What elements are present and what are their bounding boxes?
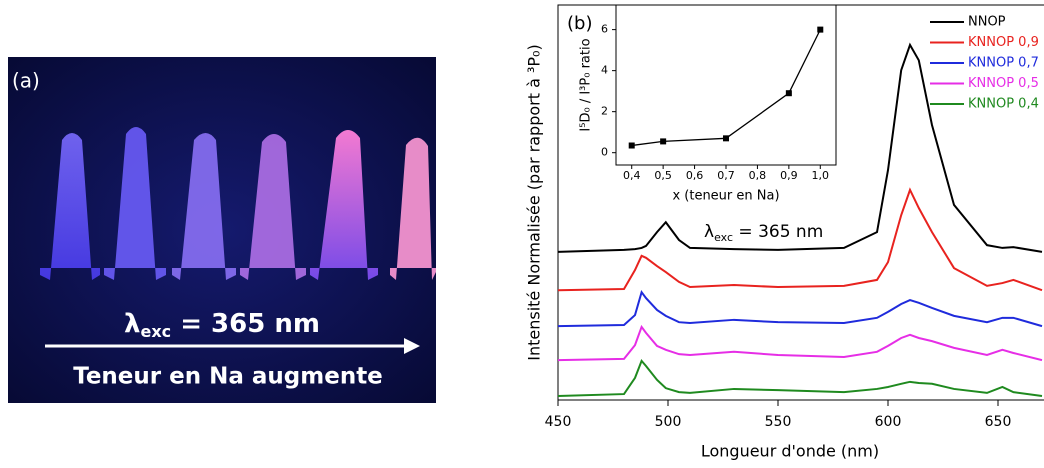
x-axis-label: Longueur d'onde (nm) (701, 442, 879, 461)
arrow-head (404, 338, 420, 354)
photo-panel: (a) λexc = 365 nm Teneur en Na augmente (8, 57, 436, 403)
lambda-symbol: λ (704, 222, 714, 242)
x-tick-label: 0,9 (780, 169, 798, 182)
x-tick-label: 550 (765, 414, 792, 430)
series-line (557, 324, 1043, 362)
data-point (628, 142, 635, 149)
x-tick-label: 650 (985, 414, 1012, 430)
legend-label: KNNOP 0,7 (968, 56, 1039, 71)
data-point (723, 135, 729, 142)
tubes (40, 127, 436, 280)
x-tick-label: 600 (875, 414, 902, 430)
x-axis-label: x (teneur en Na) (672, 189, 779, 204)
series-line (557, 42, 1043, 253)
x-tick-label: 0,5 (654, 169, 672, 182)
x-tick-label: 0,4 (623, 169, 641, 182)
x-tick-label: 500 (655, 414, 682, 430)
y-tick-label: 6 (601, 23, 608, 36)
data-point (785, 90, 792, 97)
legend-label: KNNOP 0,4 (968, 97, 1039, 112)
panel-label: (b) (567, 13, 592, 34)
y-tick-label: 2 (601, 105, 608, 118)
photo-caption: Teneur en Na augmente (73, 364, 383, 390)
y-tick-label: 0 (601, 146, 608, 159)
lambda-value: = 365 nm (171, 309, 320, 339)
data-point (660, 138, 667, 145)
legend-label: KNNOP 0,9 (968, 35, 1039, 50)
y-tick-label: 4 (601, 64, 608, 77)
lambda-subscript: exc (714, 231, 733, 244)
series-line (557, 187, 1043, 292)
excitation-label: λexc = 365 nm (124, 309, 320, 341)
y-axis-label: Intensité Normalisée (par rapport à ³P₀) (525, 44, 544, 360)
lambda-value: = 365 nm (733, 222, 823, 242)
lambda-symbol: λ (124, 309, 140, 339)
legend-label: KNNOP 0,5 (968, 76, 1039, 91)
legend-label: NNOP (968, 15, 1006, 30)
data-point (817, 26, 824, 33)
x-tick-label: 1,0 (812, 169, 830, 182)
annotation: λexc = 365 nm (704, 222, 823, 244)
series-line (557, 289, 1043, 328)
series-line (557, 358, 1043, 398)
panel-label: (a) (12, 69, 40, 93)
lambda-subscript: exc (140, 322, 171, 341)
x-tick-label: 0,6 (686, 169, 704, 182)
x-tick-label: 450 (545, 414, 572, 430)
x-tick-label: 0,7 (717, 169, 735, 182)
y-axis-label: I⁵D₀ / I³P₀ ratio (579, 38, 594, 131)
x-tick-label: 0,8 (749, 169, 767, 182)
